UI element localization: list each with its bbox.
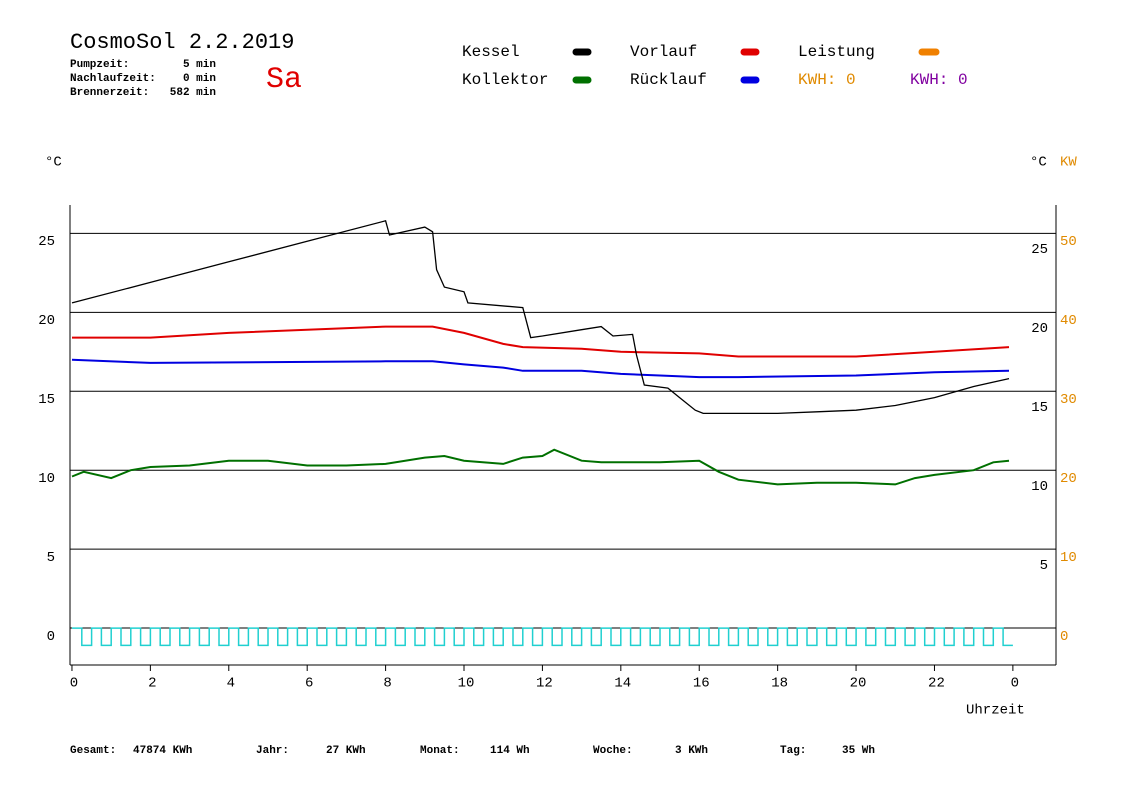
y-unit: °C	[45, 155, 62, 171]
x-tick-label: 16	[693, 676, 710, 692]
x-tick-label: 4	[227, 676, 235, 692]
y-right-tick-label: 15	[1031, 400, 1048, 416]
legend-label: Leistung	[798, 43, 875, 61]
x-tick-label: 0	[70, 676, 78, 692]
y2-tick-label: 10	[1060, 550, 1077, 566]
x-tick-label: 18	[771, 676, 788, 692]
y2-unit: KW	[1060, 155, 1077, 171]
total-label: Jahr:	[256, 745, 289, 757]
legend-label: Kollektor	[462, 71, 548, 89]
y2-tick-label: 20	[1060, 471, 1077, 487]
total-value: 47874 KWh	[133, 745, 192, 757]
legend-label: Vorlauf	[630, 43, 697, 61]
status-label: Nachlaufzeit:	[70, 73, 156, 85]
series-line	[71, 220, 1010, 415]
kwh-label: KWH: 0	[910, 71, 968, 89]
total-label: Woche:	[593, 745, 633, 757]
legend-label: Kessel	[462, 43, 520, 61]
y-right-tick-label: 10	[1031, 479, 1048, 495]
y-right-tick-label: 25	[1031, 242, 1048, 258]
y2-tick-label: 30	[1060, 392, 1077, 408]
y-tick-label: 20	[38, 313, 55, 329]
chart-title: CosmoSol 2.2.2019	[70, 30, 294, 55]
y2-tick-label: 40	[1060, 313, 1077, 329]
y-tick-label: 0	[47, 629, 55, 645]
x-tick-label: 6	[305, 676, 313, 692]
x-tick-label: 12	[536, 676, 553, 692]
y-right-unit: °C	[1030, 155, 1047, 171]
y-right-tick-label: 5	[1040, 558, 1048, 574]
series-line	[72, 325, 1010, 358]
x-tick-label: 20	[850, 676, 867, 692]
y2-tick-label: 0	[1060, 629, 1068, 645]
series-line	[71, 448, 1010, 486]
status-label: Pumpzeit:	[70, 59, 129, 71]
y-right-tick-label: 20	[1031, 321, 1048, 337]
total-label: Monat:	[420, 745, 460, 757]
status-value: 5 min	[183, 59, 216, 71]
y2-tick-label: 50	[1060, 234, 1077, 250]
status-label: Brennerzeit:	[70, 87, 149, 99]
status-value: 582 min	[170, 87, 216, 99]
total-label: Tag:	[780, 745, 806, 757]
kwh-label: KWH: 0	[798, 71, 856, 89]
pump-signal	[72, 627, 1013, 647]
x-tick-label: 8	[383, 676, 391, 692]
total-label: Gesamt:	[70, 745, 116, 757]
y-tick-label: 5	[47, 550, 55, 566]
x-tick-label: 0	[1011, 676, 1019, 692]
total-value: 35 Wh	[842, 745, 875, 757]
total-value: 114 Wh	[490, 745, 530, 757]
legend-label: Rücklauf	[630, 71, 707, 89]
y-tick-label: 15	[38, 392, 55, 408]
total-value: 27 KWh	[326, 745, 366, 757]
x-axis-label: Uhrzeit	[966, 703, 1025, 719]
status-value: 0 min	[183, 73, 216, 85]
total-value: 3 KWh	[675, 745, 708, 757]
x-tick-label: 22	[928, 676, 945, 692]
y-tick-label: 10	[38, 471, 55, 487]
series-line	[71, 358, 1010, 379]
x-tick-label: 2	[148, 676, 156, 692]
x-tick-label: 10	[458, 676, 475, 692]
x-tick-label: 14	[614, 676, 631, 692]
y-tick-label: 25	[38, 234, 55, 250]
day-label: Sa	[266, 63, 302, 97]
